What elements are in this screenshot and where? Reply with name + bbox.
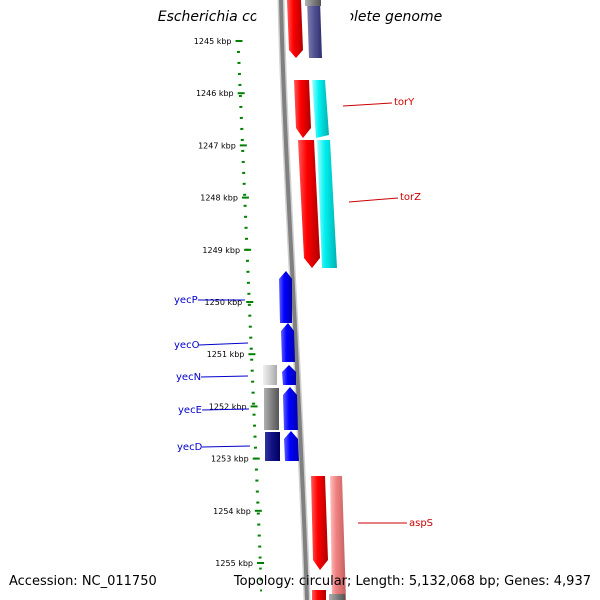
accession-text: Accession: NC_011750 xyxy=(9,574,157,589)
gene-label-torY[interactable]: torY xyxy=(394,97,415,108)
gene-arrow-yecD[interactable] xyxy=(284,431,299,461)
leader-torY xyxy=(342,102,393,107)
leader-torZ xyxy=(348,197,399,203)
gene-labels: torY torZ yecP yecO yecN yecE yecD aspS xyxy=(174,97,433,529)
gene-block-yecD-pair xyxy=(265,432,280,461)
leader-yecE xyxy=(201,408,250,411)
gene-label-yecO[interactable]: yecO xyxy=(174,340,200,351)
gene-label-yecN[interactable]: yecN xyxy=(176,372,201,383)
gene-arrow-torY-pair[interactable] xyxy=(312,80,329,138)
leader-yecD xyxy=(201,445,251,448)
gene-arrow-yecP[interactable] xyxy=(279,271,292,323)
forward-genes xyxy=(287,0,346,600)
gene-label-yecE[interactable]: yecE xyxy=(178,405,202,416)
topology-text: Topology: circular; Length: 5,132,068 bp… xyxy=(233,574,591,589)
gene-label-torZ[interactable]: torZ xyxy=(400,192,421,203)
gene-label-yecP[interactable]: yecP xyxy=(174,295,198,306)
tick-label: 1245 kbp xyxy=(194,37,232,46)
gene-arrow-torZ[interactable] xyxy=(298,140,320,268)
gene-arrow-yecE[interactable] xyxy=(283,387,298,430)
gene-arrow[interactable] xyxy=(307,0,322,58)
gene-arrow[interactable] xyxy=(287,0,303,58)
leader-yecN xyxy=(200,375,249,378)
gene-block-yecE-pair xyxy=(264,388,279,430)
gene-arrow-aspS[interactable] xyxy=(311,476,328,570)
tick-label: 1252 kbp xyxy=(209,402,247,411)
gene-arrow-aspS-pair[interactable] xyxy=(330,476,346,600)
tick-label: 1250 kbp xyxy=(205,298,243,307)
gene-arrow-torY[interactable] xyxy=(294,80,311,138)
tick-label: 1248 kbp xyxy=(200,194,238,203)
tick-label: 1254 kbp xyxy=(213,507,251,516)
gene-arrow-yecO[interactable] xyxy=(281,323,295,362)
gene-arrow-yecN[interactable] xyxy=(282,365,296,385)
gene-block-yecN-pair xyxy=(263,365,277,385)
leader-yecO xyxy=(198,342,249,346)
tick-label: 1251 kbp xyxy=(207,350,245,359)
tick-label: 1253 kbp xyxy=(211,455,249,464)
tick-label: 1247 kbp xyxy=(198,141,236,150)
gene-block-grey xyxy=(312,590,326,600)
reverse-genes xyxy=(263,271,299,461)
tick-label: 1246 kbp xyxy=(196,89,234,98)
gene-arrow-torZ-pair[interactable] xyxy=(317,140,337,268)
gene-label-aspS[interactable]: aspS xyxy=(409,518,433,529)
tick-label: 1255 kbp xyxy=(215,559,253,568)
tick-label: 1249 kbp xyxy=(202,246,240,255)
backbone xyxy=(279,0,309,600)
gene-block-grey xyxy=(329,594,345,600)
gene-block-grey xyxy=(305,0,321,6)
gene-label-yecD[interactable]: yecD xyxy=(177,442,203,453)
